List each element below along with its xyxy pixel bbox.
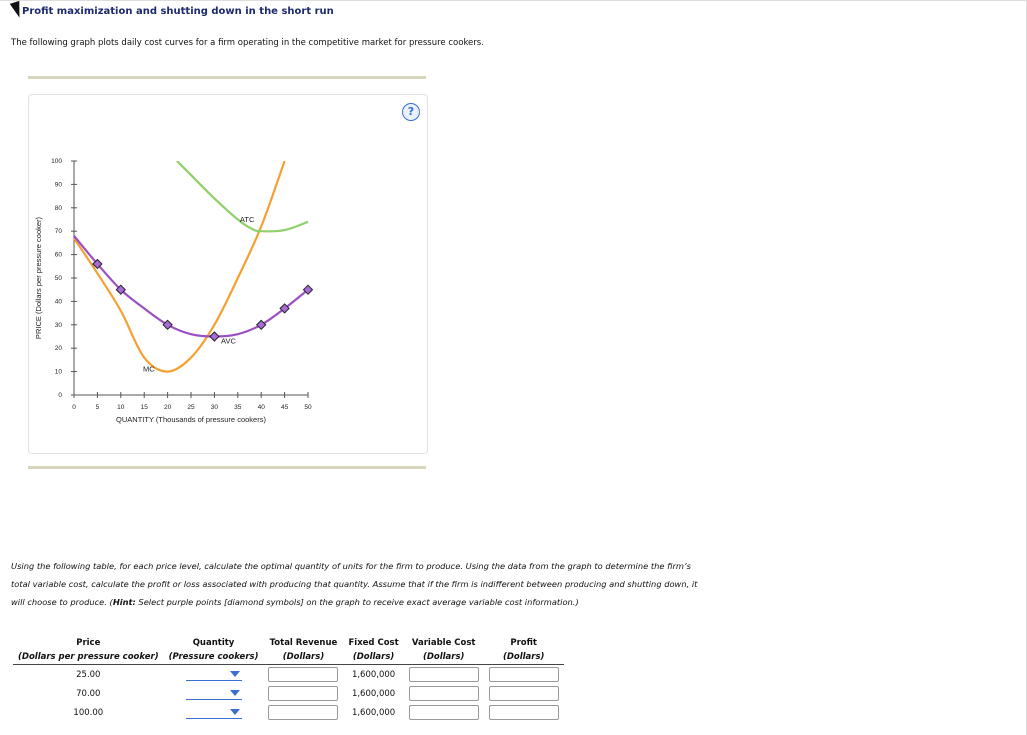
avc-diamond-marker xyxy=(279,303,290,314)
profit-input[interactable] xyxy=(484,665,564,685)
divider-bottom xyxy=(28,466,426,469)
x-tick-label: 20 xyxy=(164,404,172,411)
y-tick-label: 90 xyxy=(55,181,63,188)
avc-diamond-marker xyxy=(209,331,220,342)
profit-input[interactable] xyxy=(484,703,564,722)
x-tick-label: 50 xyxy=(304,404,312,411)
intro-text: The following graph plots daily cost cur… xyxy=(11,38,484,48)
curve-mc xyxy=(73,161,286,373)
curve-label-atc: ATC xyxy=(240,215,255,224)
x-tick-label: 15 xyxy=(141,404,149,411)
header-total-revenue: Total Revenue (Dollars) xyxy=(269,638,338,662)
total-revenue-input[interactable] xyxy=(263,703,343,722)
y-axis-label: PRICE (Dollars per pressure cooker) xyxy=(34,216,43,339)
price-cell: 70.00 xyxy=(76,688,101,699)
instructions-part2: Select purple points [diamond symbols] o… xyxy=(135,597,579,607)
curve-avc xyxy=(73,235,309,338)
help-icon[interactable]: ? xyxy=(402,103,420,121)
avc-diamond-marker xyxy=(302,284,314,295)
x-tick-label: 25 xyxy=(187,404,195,411)
header-fixed-cost: Fixed Cost (Dollars) xyxy=(348,638,399,662)
chevron-down-icon xyxy=(229,690,240,696)
chevron-down-icon xyxy=(229,709,240,715)
x-tick-label: 35 xyxy=(234,404,242,411)
instructions-text: Using the following table, for each pric… xyxy=(11,557,701,611)
y-tick-label: 0 xyxy=(58,392,62,399)
x-tick-label: 10 xyxy=(117,404,125,411)
quantity-dropdown[interactable] xyxy=(164,665,264,685)
x-axis-label: QUANTITY (Thousands of pressure cookers) xyxy=(116,415,266,424)
variable-cost-input[interactable] xyxy=(404,684,484,703)
cost-curves-chart: 0 10 20 30 40 50 60 70 80 90 100 0 5 10 15 20 25 30 35 40 45… xyxy=(34,158,314,424)
curve-label-avc: AVC xyxy=(221,337,236,346)
header-variable-cost: Variable Cost (Dollars) xyxy=(411,638,476,662)
y-tick-label: 70 xyxy=(55,228,63,235)
variable-cost-input[interactable] xyxy=(404,703,484,722)
profit-input[interactable] xyxy=(484,684,564,703)
page-title: Profit maximization and shutting down in… xyxy=(22,6,334,17)
x-tick-label: 5 xyxy=(96,404,100,411)
y-tick-label: 60 xyxy=(55,252,63,259)
quantity-dropdown[interactable] xyxy=(164,703,264,722)
table-row: 70.00 1,600,000 xyxy=(13,684,564,703)
price-cell: 100.00 xyxy=(73,707,104,718)
fixed-cost-cell: 1,600,000 xyxy=(351,688,396,699)
chevron-down-icon xyxy=(229,671,240,677)
y-tick-label: 40 xyxy=(55,298,63,305)
fixed-cost-cell: 1,600,000 xyxy=(351,707,396,718)
x-tick-label: 30 xyxy=(211,404,219,411)
y-tick-label: 20 xyxy=(55,345,63,352)
top-border xyxy=(0,0,1027,1)
table-row: 25.00 1,600,000 xyxy=(13,665,564,685)
table-header-row: Price (Dollars per pressure cooker) Quant… xyxy=(13,636,564,665)
header-quantity: Quantity (Pressure cookers) xyxy=(168,638,259,662)
y-tick-label: 80 xyxy=(55,205,63,212)
x-tick-label: 45 xyxy=(281,404,289,411)
variable-cost-input[interactable] xyxy=(404,665,484,685)
avc-diamond-marker xyxy=(162,319,173,331)
quantity-dropdown[interactable] xyxy=(164,684,264,703)
curve-atc xyxy=(176,161,309,233)
header-profit: Profit (Dollars) xyxy=(502,638,545,662)
hint-label: Hint: xyxy=(112,597,136,607)
y-tick-label: 100 xyxy=(51,158,62,165)
divider-top xyxy=(28,76,426,79)
table-row: 100.00 1,600,000 xyxy=(13,703,564,722)
curve-label-mc: MC xyxy=(143,365,155,374)
y-tick-label: 50 xyxy=(55,275,63,282)
price-cell: 25.00 xyxy=(76,669,101,680)
profit-table: Price (Dollars per pressure cooker) Quant… xyxy=(13,636,564,722)
y-tick-label: 10 xyxy=(55,369,63,376)
avc-diamond-marker xyxy=(92,258,103,270)
x-tick-label: 0 xyxy=(72,404,76,411)
total-revenue-input[interactable] xyxy=(263,665,343,685)
avc-diamond-marker xyxy=(255,319,267,331)
x-tick-label: 40 xyxy=(258,404,266,411)
avc-diamond-marker xyxy=(115,284,127,295)
y-tick-label: 30 xyxy=(55,322,63,329)
graph-panel: ? 0 10 20 30 40 50 60 70 80 90 100 0 5 10 15 20 25 30 35 40… xyxy=(28,94,428,454)
fixed-cost-cell: 1,600,000 xyxy=(351,669,396,680)
total-revenue-input[interactable] xyxy=(263,684,343,703)
header-price: Price (Dollars per pressure cooker) xyxy=(18,638,159,662)
instructions-part1: Using the following table, for each pric… xyxy=(11,561,698,607)
